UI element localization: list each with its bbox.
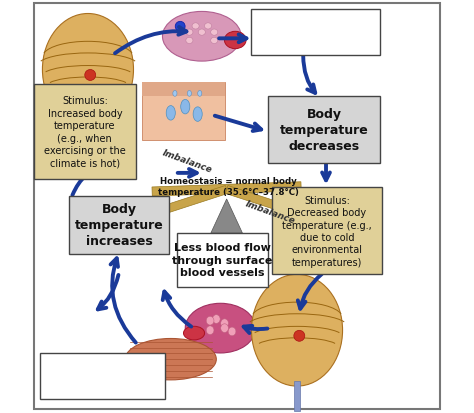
Ellipse shape [186,38,193,45]
Text: Imbalance: Imbalance [244,199,296,225]
FancyBboxPatch shape [142,83,225,97]
Text: Homeostasis = normal body
temperature (35.6°C–37.8°C): Homeostasis = normal body temperature (3… [158,176,299,196]
Text: Less blood flow
through surface
blood vessels: Less blood flow through surface blood ve… [173,243,273,278]
Ellipse shape [252,275,343,386]
FancyBboxPatch shape [177,233,268,287]
Ellipse shape [198,30,205,36]
FancyBboxPatch shape [69,196,169,254]
Ellipse shape [210,38,218,45]
Ellipse shape [187,91,191,97]
Ellipse shape [175,22,185,32]
Ellipse shape [224,32,246,50]
FancyBboxPatch shape [293,381,301,411]
FancyBboxPatch shape [252,10,380,56]
Circle shape [294,330,305,342]
FancyBboxPatch shape [84,121,91,151]
Ellipse shape [181,100,190,114]
Text: Body
temperature
decreases: Body temperature decreases [280,108,368,152]
Ellipse shape [192,24,199,30]
Ellipse shape [206,326,214,335]
FancyBboxPatch shape [272,188,382,275]
Ellipse shape [221,324,228,333]
Ellipse shape [173,91,177,97]
Ellipse shape [204,24,211,30]
Polygon shape [152,182,301,197]
Ellipse shape [186,30,193,36]
Text: Stimulus:
Decreased body
temperature (e.g.,
due to cold
environmental
temperatur: Stimulus: Decreased body temperature (e.… [282,195,372,267]
Polygon shape [151,186,228,218]
FancyBboxPatch shape [268,97,380,163]
FancyBboxPatch shape [142,83,225,140]
Ellipse shape [210,30,218,36]
Text: Imbalance: Imbalance [161,148,213,174]
Ellipse shape [185,304,255,353]
Ellipse shape [228,327,236,336]
FancyBboxPatch shape [40,353,164,399]
Circle shape [85,70,96,81]
Ellipse shape [183,326,205,340]
Ellipse shape [198,91,202,97]
Ellipse shape [42,14,134,126]
Polygon shape [225,186,303,218]
Polygon shape [211,199,242,233]
Ellipse shape [206,317,214,325]
Ellipse shape [221,319,228,328]
Ellipse shape [163,12,241,62]
Ellipse shape [212,315,220,324]
Ellipse shape [193,107,202,122]
FancyBboxPatch shape [34,4,440,409]
Ellipse shape [166,106,175,121]
Ellipse shape [125,339,216,380]
FancyBboxPatch shape [34,85,136,180]
Text: Body
temperature
increases: Body temperature increases [74,203,164,247]
Text: Stimulus:
Increased body
temperature
(e.g., when
exercising or the
climate is ho: Stimulus: Increased body temperature (e.… [44,96,126,168]
